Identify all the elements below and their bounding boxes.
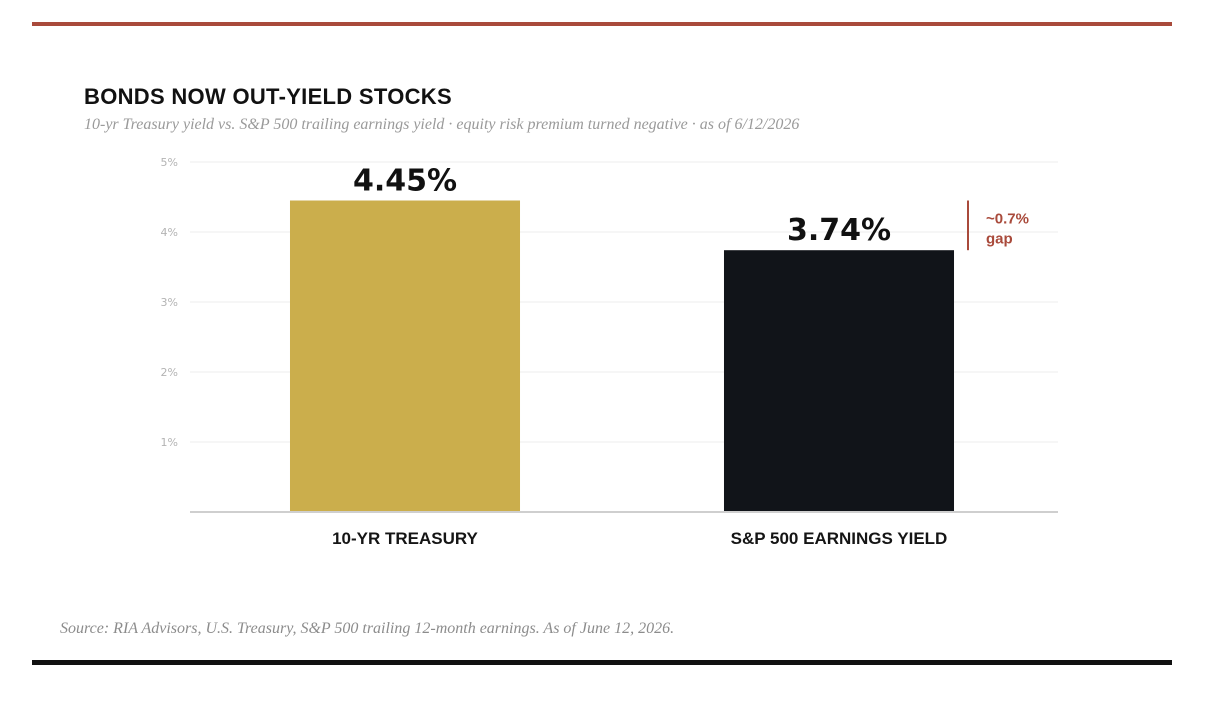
bars <box>289 200 955 512</box>
source-note: Source: RIA Advisors, U.S. Treasury, S&P… <box>60 620 675 637</box>
bar <box>289 200 521 512</box>
y-tick-label: 5% <box>161 156 178 169</box>
bar <box>723 250 955 512</box>
gap-label-text: gap <box>986 230 1013 247</box>
top-rule <box>32 22 1172 26</box>
chart-subtitle: 10-yr Treasury yield vs. S&P 500 trailin… <box>84 116 800 133</box>
y-tick-label: 4% <box>161 226 178 239</box>
y-tick-label: 1% <box>161 436 178 449</box>
y-tick-label: 3% <box>161 296 178 309</box>
chart-title: BONDS NOW OUT-YIELD STOCKS <box>84 84 452 109</box>
gap-label-value: ~0.7% <box>986 210 1029 227</box>
x-axis-labels: 10-YR TREASURY S&P 500 EARNINGS YIELD <box>332 529 947 548</box>
data-label: 3.74% <box>787 213 891 248</box>
y-axis-ticks: 1% 2% 3% 4% 5% <box>161 156 178 449</box>
bottom-rule <box>32 660 1172 665</box>
x-axis-label: 10-YR TREASURY <box>332 529 478 548</box>
x-axis-label: S&P 500 EARNINGS YIELD <box>731 529 948 548</box>
y-tick-label: 2% <box>161 366 178 379</box>
data-labels: 4.45% 3.74% <box>353 164 891 249</box>
gap-annotation: ~0.7% gap <box>967 200 1029 251</box>
data-label: 4.45% <box>353 164 457 199</box>
